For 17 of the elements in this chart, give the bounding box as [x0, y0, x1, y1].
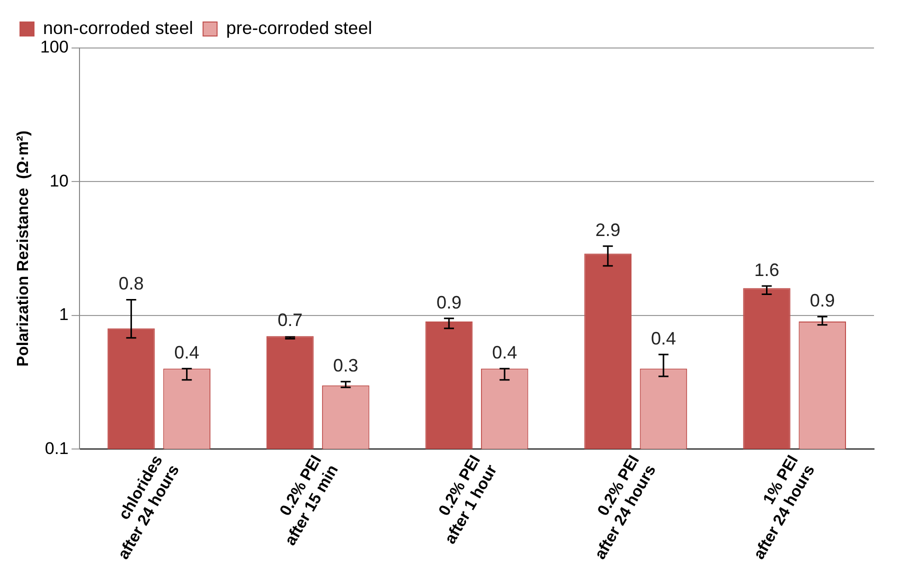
- data-label: 0.3: [333, 356, 358, 376]
- data-label: 0.4: [174, 342, 200, 363]
- legend-label: non-corroded steel: [43, 18, 194, 38]
- legend-label: pre-corroded steel: [226, 18, 372, 38]
- data-label: 0.7: [278, 310, 303, 330]
- data-label: 2.9: [595, 220, 620, 240]
- data-label: 0.4: [650, 328, 676, 349]
- y-axis-title: Polarization Rezistance (Ω·m²): [15, 130, 32, 367]
- y-tick-label: 1: [59, 305, 69, 324]
- data-label: 1.6: [754, 260, 780, 280]
- y-tick-label: 10: [50, 171, 69, 190]
- data-label: 0.9: [810, 290, 835, 311]
- y-tick-label: 100: [40, 38, 69, 57]
- y-tick-label: 0.1: [44, 438, 69, 458]
- data-label: 0.9: [436, 292, 462, 312]
- data-label: 0.8: [118, 274, 144, 294]
- data-label: 0.4: [492, 342, 518, 363]
